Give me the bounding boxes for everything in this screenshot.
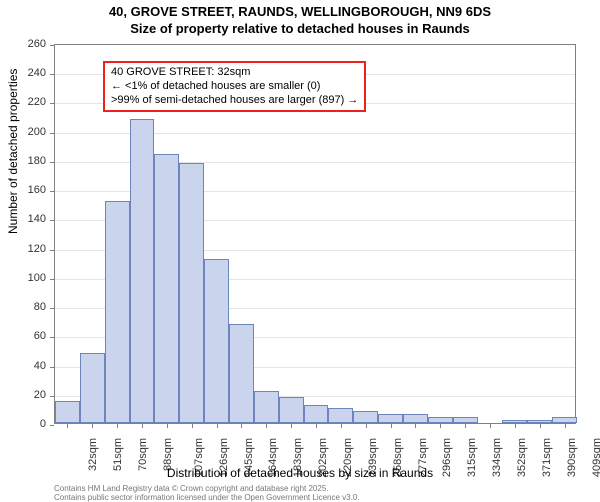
ytick-mark bbox=[50, 45, 54, 46]
histogram-bar bbox=[403, 414, 428, 423]
annotation-callout: 40 GROVE STREET: 32sqm← <1% of detached … bbox=[103, 61, 366, 112]
chart-title: 40, GROVE STREET, RAUNDS, WELLINGBOROUGH… bbox=[0, 0, 600, 38]
ytick-mark bbox=[50, 133, 54, 134]
footer-line-1: Contains HM Land Registry data © Crown c… bbox=[54, 484, 360, 493]
histogram-bar bbox=[130, 119, 155, 423]
histogram-bar bbox=[279, 397, 304, 423]
histogram-bar bbox=[353, 411, 378, 423]
ytick-label: 0 bbox=[10, 418, 46, 430]
histogram-bar bbox=[105, 201, 130, 423]
ytick-label: 20 bbox=[10, 389, 46, 401]
histogram-bar bbox=[378, 414, 403, 423]
ytick-mark bbox=[50, 103, 54, 104]
y-tick-labels: 020406080100120140160180200220240260 bbox=[0, 44, 50, 424]
histogram-bar bbox=[453, 417, 478, 423]
footer-attribution: Contains HM Land Registry data © Crown c… bbox=[54, 484, 360, 502]
annotation-line-2: ← <1% of detached houses are smaller (0) bbox=[111, 80, 358, 94]
ytick-mark bbox=[50, 162, 54, 163]
ytick-label: 40 bbox=[10, 360, 46, 372]
title-line-2: Size of property relative to detached ho… bbox=[0, 21, 600, 38]
annotation-line-1: 40 GROVE STREET: 32sqm bbox=[111, 66, 358, 80]
histogram-bar bbox=[55, 401, 80, 423]
title-line-1: 40, GROVE STREET, RAUNDS, WELLINGBOROUGH… bbox=[0, 4, 600, 21]
ytick-mark bbox=[50, 367, 54, 368]
histogram-bar bbox=[502, 420, 527, 423]
ytick-label: 80 bbox=[10, 301, 46, 313]
histogram-bar bbox=[204, 259, 229, 423]
plot-area: 40 GROVE STREET: 32sqm← <1% of detached … bbox=[54, 44, 576, 424]
ytick-mark bbox=[50, 220, 54, 221]
ytick-mark bbox=[50, 337, 54, 338]
histogram-bar bbox=[179, 163, 204, 423]
histogram-bar bbox=[428, 417, 453, 423]
histogram-bar bbox=[154, 154, 179, 423]
histogram-bar bbox=[328, 408, 353, 423]
chart-container: 40, GROVE STREET, RAUNDS, WELLINGBOROUGH… bbox=[0, 0, 600, 500]
ytick-label: 220 bbox=[10, 96, 46, 108]
ytick-label: 160 bbox=[10, 184, 46, 196]
histogram-bar bbox=[80, 353, 105, 423]
x-axis-label: Distribution of detached houses by size … bbox=[0, 466, 600, 480]
ytick-label: 100 bbox=[10, 272, 46, 284]
ytick-label: 120 bbox=[10, 243, 46, 255]
histogram-bar bbox=[254, 391, 279, 423]
ytick-mark bbox=[50, 191, 54, 192]
ytick-label: 260 bbox=[10, 38, 46, 50]
plot-wrap: 40 GROVE STREET: 32sqm← <1% of detached … bbox=[54, 44, 576, 424]
histogram-bar bbox=[304, 405, 329, 423]
histogram-bar bbox=[229, 324, 254, 423]
ytick-label: 140 bbox=[10, 213, 46, 225]
ytick-label: 180 bbox=[10, 155, 46, 167]
ytick-mark bbox=[50, 308, 54, 309]
ytick-mark bbox=[50, 279, 54, 280]
ytick-label: 200 bbox=[10, 126, 46, 138]
ytick-mark bbox=[50, 425, 54, 426]
footer-line-2: Contains public sector information licen… bbox=[54, 493, 360, 502]
annotation-line-3: >99% of semi-detached houses are larger … bbox=[111, 94, 358, 108]
ytick-mark bbox=[50, 74, 54, 75]
ytick-label: 60 bbox=[10, 330, 46, 342]
histogram-bar bbox=[552, 417, 577, 423]
ytick-mark bbox=[50, 396, 54, 397]
ytick-mark bbox=[50, 250, 54, 251]
histogram-bar bbox=[527, 420, 552, 423]
ytick-label: 240 bbox=[10, 67, 46, 79]
